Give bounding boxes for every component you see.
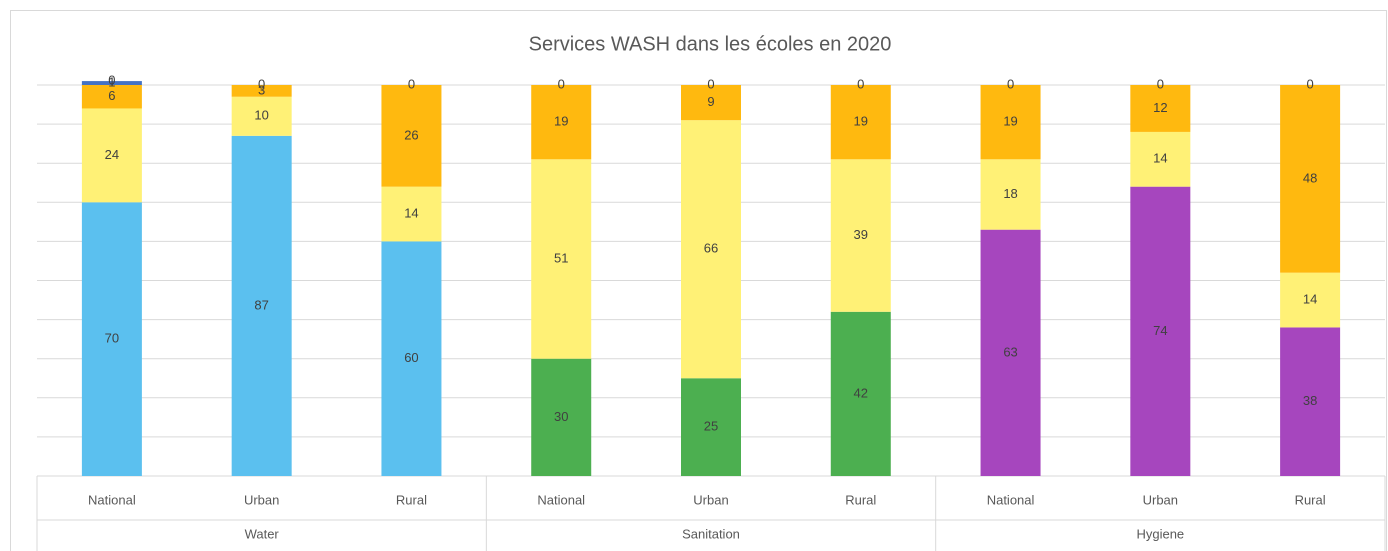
chart-title: Services WASH dans les écoles en 2020 — [529, 33, 892, 55]
bar-segment — [81, 81, 142, 85]
bar-segment — [81, 202, 142, 477]
data-label: 14 — [404, 205, 418, 220]
bar-segment — [1280, 85, 1341, 273]
bar-segment — [381, 241, 442, 476]
data-label: 9 — [707, 94, 714, 109]
data-label: 30 — [554, 409, 568, 424]
bar-segment — [681, 120, 741, 379]
bar-segment — [531, 85, 592, 160]
data-label: 19 — [554, 114, 568, 129]
bar-segment — [1130, 186, 1191, 476]
data-label: 10 — [254, 108, 268, 123]
data-label: 39 — [854, 227, 868, 242]
x-tick-label: National — [987, 492, 1035, 507]
bar-segment — [231, 135, 292, 476]
bar-segment — [830, 159, 891, 312]
data-label: 60 — [404, 350, 418, 365]
bar-segment — [681, 85, 741, 121]
data-label: 66 — [704, 241, 718, 256]
bar-segment — [381, 85, 442, 187]
bar-segment — [830, 85, 891, 160]
data-label: 0 — [258, 76, 265, 91]
bar-segment — [531, 358, 592, 476]
data-label: 1 — [108, 74, 115, 89]
data-label: 19 — [1003, 114, 1017, 129]
x-tick-label: National — [88, 492, 136, 507]
data-label: 0 — [1157, 76, 1164, 91]
bar-segment — [1280, 327, 1341, 476]
x-tick-label: Rural — [845, 492, 876, 507]
bar-segment — [81, 85, 142, 109]
bar-segment — [381, 186, 442, 242]
data-label: 70 — [105, 331, 119, 346]
data-label: 14 — [1153, 151, 1167, 166]
data-label: 51 — [554, 250, 568, 265]
data-label: 3 — [258, 82, 265, 97]
data-label: 26 — [404, 127, 418, 142]
data-label: 0 — [408, 76, 415, 91]
bar-segment — [980, 85, 1041, 160]
x-tick-label: Urban — [1143, 492, 1178, 507]
group-label: Hygiene — [1136, 526, 1184, 541]
data-label: 25 — [704, 419, 718, 434]
bar-segment — [531, 159, 592, 359]
data-label: 0 — [1007, 76, 1014, 91]
data-label: 48 — [1303, 170, 1317, 185]
data-label: 38 — [1303, 393, 1317, 408]
bar-segment — [1280, 272, 1341, 328]
x-tick-label: Rural — [396, 492, 427, 507]
data-label: 6 — [108, 88, 115, 103]
bar-segment — [231, 96, 292, 136]
data-label: 0 — [1306, 76, 1313, 91]
data-label: 0 — [558, 76, 565, 91]
x-tick-label: Urban — [693, 492, 728, 507]
bar-segment — [830, 311, 891, 476]
data-label: 0 — [707, 76, 714, 91]
group-label: Sanitation — [682, 526, 740, 541]
x-tick-label: Rural — [1295, 492, 1326, 507]
data-label: 24 — [105, 147, 119, 162]
x-tick-label: National — [537, 492, 585, 507]
bar-segment — [681, 378, 741, 476]
data-label: 0 — [857, 76, 864, 91]
bar-segment — [1130, 131, 1191, 187]
data-label: 87 — [254, 297, 268, 312]
data-label: 74 — [1153, 323, 1167, 338]
data-label: 42 — [854, 385, 868, 400]
bar-segment — [231, 85, 292, 97]
data-label: 0 — [108, 73, 115, 88]
data-label: 14 — [1303, 291, 1317, 306]
data-label: 18 — [1003, 186, 1017, 201]
group-label: Water — [245, 526, 280, 541]
bar-segment — [1130, 85, 1191, 132]
x-tick-label: Urban — [244, 492, 279, 507]
bar-segment — [980, 229, 1041, 476]
data-label: 63 — [1003, 344, 1017, 359]
bar-segment — [980, 159, 1041, 230]
data-label: 12 — [1153, 100, 1167, 115]
bar-segment — [81, 108, 142, 203]
data-label: 19 — [854, 114, 868, 129]
